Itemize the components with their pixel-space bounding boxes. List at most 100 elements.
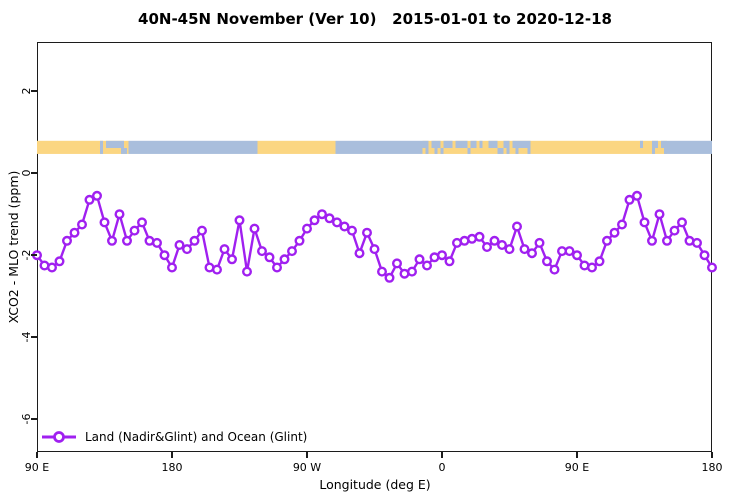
legend-marker-icon — [42, 431, 76, 443]
data-point-marker — [444, 256, 455, 267]
data-point-marker — [46, 262, 57, 273]
data-point-marker — [699, 250, 710, 261]
data-point-marker — [362, 227, 373, 238]
data-point-marker — [369, 244, 380, 255]
map-band-coast-ocean-speck — [100, 148, 103, 154]
data-point-marker — [54, 256, 65, 267]
chart-title: 40N-45N November (Ver 10) 2015-01-01 to … — [138, 10, 612, 28]
map-band-coast-ocean-speck — [449, 140, 453, 149]
map-band-land — [37, 140, 100, 154]
data-point-marker — [647, 235, 658, 246]
data-point-marker — [609, 227, 620, 238]
data-point-marker — [279, 254, 290, 265]
map-band-coast-ocean-speck — [443, 140, 447, 149]
map-band-coast-ocean-speck — [115, 140, 118, 149]
data-point-marker — [392, 258, 403, 269]
data-point-marker — [414, 254, 425, 265]
map-band-coast-ocean-speck — [527, 148, 531, 154]
data-point-marker — [422, 260, 433, 271]
data-point-marker — [437, 250, 448, 261]
map-band-coast-ocean-speck — [106, 140, 109, 149]
map-band-coast-ocean-speck — [124, 148, 127, 154]
data-point-marker — [692, 237, 703, 248]
map-band-coast-ocean-speck — [652, 140, 655, 149]
map-band-ocean — [128, 140, 258, 154]
data-point-marker — [602, 235, 613, 246]
data-point-marker — [309, 215, 320, 226]
map-band-coast-ocean-speck — [640, 140, 643, 149]
data-point-marker — [77, 219, 88, 230]
map-band-coast-ocean-speck — [652, 148, 655, 154]
x-tick-mark — [441, 452, 443, 458]
data-point-marker — [482, 241, 493, 252]
map-band-coast-ocean-speck — [425, 140, 429, 149]
data-point-marker — [234, 215, 245, 226]
data-point-marker — [189, 235, 200, 246]
map-band-coast-ocean-speck — [118, 140, 121, 149]
data-point-marker — [354, 248, 365, 259]
map-band-coast-ocean-speck — [437, 140, 441, 149]
data-point-marker — [519, 244, 530, 255]
map-band-land — [257, 140, 336, 154]
data-point-marker — [497, 239, 508, 250]
map-band-coast-ocean-speck — [497, 148, 501, 154]
map-band-coast-ocean-speck — [470, 140, 474, 149]
data-point-marker — [512, 221, 523, 232]
map-band-coast-ocean-speck — [458, 140, 462, 149]
map-band-coast-ocean-speck — [121, 140, 124, 149]
data-point-marker — [654, 209, 665, 220]
data-point-marker — [271, 262, 282, 273]
data-point-marker — [121, 235, 132, 246]
data-point-marker — [564, 246, 575, 257]
map-band-coast-ocean-speck — [461, 140, 465, 149]
map-band-coast-ocean-speck — [655, 140, 658, 149]
data-point-marker — [241, 266, 252, 277]
data-point-marker — [534, 237, 545, 248]
data-point-marker — [99, 217, 110, 228]
map-band-coast-ocean-speck — [506, 140, 510, 149]
data-point-marker — [549, 264, 560, 275]
y-tick-mark — [31, 172, 37, 174]
data-point-marker — [377, 266, 388, 277]
data-point-marker — [219, 244, 230, 255]
map-band-coast-ocean-speck — [431, 140, 435, 149]
x-tick-label: 90 W — [292, 461, 322, 474]
plot-area-border — [37, 42, 712, 452]
data-point-marker — [632, 190, 643, 201]
data-point-marker — [669, 225, 680, 236]
data-point-marker — [62, 235, 73, 246]
data-point-marker — [92, 190, 103, 201]
data-point-marker — [151, 237, 162, 248]
data-point-marker — [69, 227, 80, 238]
data-point-marker — [294, 235, 305, 246]
map-band-coast-ocean-speck — [121, 148, 124, 154]
map-band-coast-ocean-speck — [664, 148, 667, 154]
data-point-marker — [114, 209, 125, 220]
map-band-coast-ocean-speck — [109, 140, 112, 149]
x-tick-mark — [171, 452, 173, 458]
map-band-coast-ocean-speck — [479, 140, 483, 149]
data-point-marker — [587, 262, 598, 273]
data-point-marker — [286, 246, 297, 257]
y-tick-mark — [31, 254, 37, 256]
y-tick-label: -4 — [20, 331, 33, 343]
map-band-coast-ocean-speck — [488, 140, 492, 149]
map-band-coast-ocean-speck — [434, 148, 438, 154]
data-point-marker — [347, 225, 358, 236]
data-point-marker — [129, 225, 140, 236]
data-point-marker — [542, 256, 553, 267]
x-tick-label: 0 — [438, 461, 446, 474]
x-tick-mark — [306, 452, 308, 458]
map-band-coast-ocean-speck — [512, 140, 516, 149]
map-band-coast-ocean-speck — [112, 140, 115, 149]
map-band-coast-ocean-speck — [446, 140, 450, 149]
data-point-marker — [226, 254, 237, 265]
x-axis-label: Longitude (deg E) — [319, 477, 431, 492]
data-point-marker — [339, 221, 350, 232]
data-point-marker — [639, 217, 650, 228]
map-band-coast-ocean-speck — [503, 140, 507, 149]
x-tick-label: 180 — [161, 461, 183, 474]
data-point-marker — [136, 217, 147, 228]
map-band-coast-ocean-speck — [518, 140, 522, 149]
